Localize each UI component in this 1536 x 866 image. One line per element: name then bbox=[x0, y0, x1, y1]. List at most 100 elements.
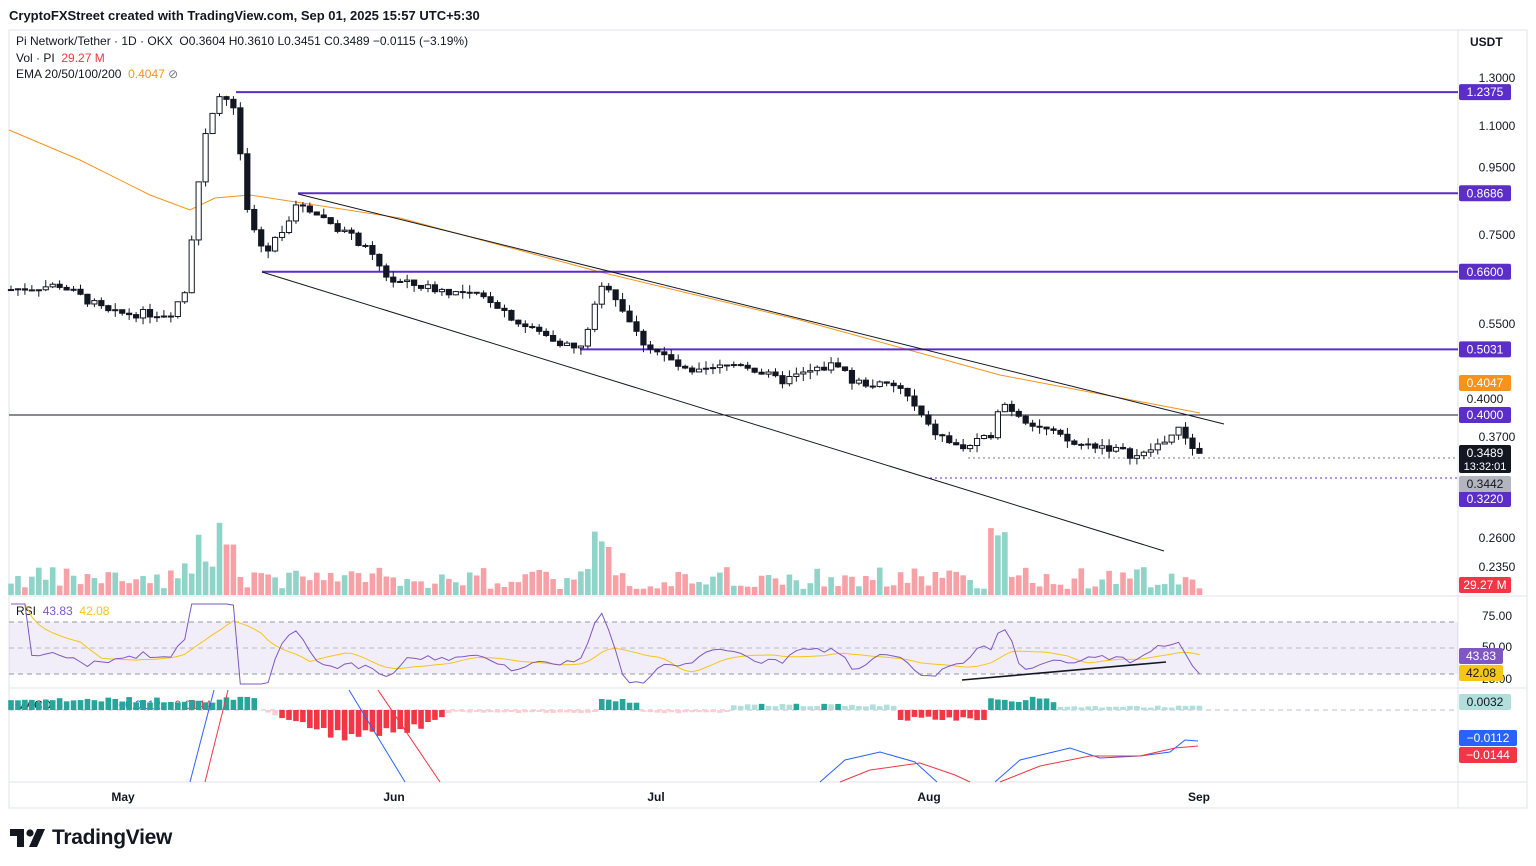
volume-bar bbox=[1106, 570, 1112, 595]
volume-bar bbox=[147, 583, 153, 595]
macd-tag-text: −0.0112 bbox=[1467, 731, 1510, 745]
macd-bar bbox=[418, 710, 424, 729]
macd-bar bbox=[515, 710, 522, 714]
candle-body bbox=[939, 434, 946, 437]
macd-bar bbox=[731, 705, 737, 710]
volume-bar bbox=[571, 579, 577, 595]
volume-bar bbox=[56, 585, 63, 595]
candle-body bbox=[146, 309, 154, 318]
candle-body bbox=[1140, 451, 1147, 457]
tradingview-logo[interactable]: TradingView bbox=[10, 826, 172, 850]
horizontal-levels[interactable]: 1.2375 0.8686 0.6600 0.5031 0.4000 0.3220 bbox=[236, 84, 1511, 507]
volume-bar bbox=[1050, 584, 1057, 595]
candle-body bbox=[980, 435, 988, 440]
macd-bar bbox=[355, 710, 362, 737]
volume-bar bbox=[63, 568, 70, 595]
macd-bar bbox=[195, 700, 202, 710]
volume-bar bbox=[585, 569, 591, 595]
volume-bar bbox=[411, 581, 417, 595]
volume-bar bbox=[612, 575, 619, 595]
ema-value: 0.4047 bbox=[128, 67, 165, 81]
macd-bar bbox=[1168, 707, 1175, 710]
volume-bar bbox=[286, 572, 292, 595]
level-tag-text-5: 0.3220 bbox=[1467, 492, 1504, 506]
macd-bar bbox=[598, 699, 605, 710]
volume-legend[interactable]: Vol · PI 29.27 M bbox=[16, 51, 105, 65]
candle-body bbox=[932, 423, 939, 436]
volume-bar bbox=[161, 588, 167, 595]
macd-bar bbox=[925, 710, 932, 717]
volume-bar bbox=[70, 575, 77, 595]
macd-bar bbox=[265, 710, 271, 713]
macd-bar bbox=[230, 699, 237, 710]
symbol-name: Pi Network/Tether · 1D · OKX bbox=[16, 34, 173, 48]
candle-body bbox=[174, 301, 181, 318]
ema-legend[interactable]: EMA 20/50/100/200 0.4047 ⊘ bbox=[16, 67, 178, 81]
macd-bar bbox=[751, 704, 758, 710]
macd-bar bbox=[320, 710, 327, 728]
candle-body bbox=[1064, 433, 1071, 442]
macd-bar bbox=[286, 710, 292, 720]
macd-bar bbox=[383, 710, 390, 729]
candle-body bbox=[612, 289, 619, 301]
candle-body bbox=[522, 323, 529, 328]
macd-bar bbox=[293, 710, 299, 722]
volume-bar bbox=[863, 575, 869, 595]
signal-line bbox=[204, 689, 1199, 783]
macd-bar bbox=[1036, 698, 1043, 710]
candle-body bbox=[487, 296, 494, 304]
time-tick-jul: Jul bbox=[647, 790, 664, 804]
channel-lower-trendline[interactable] bbox=[261, 271, 1165, 552]
candle-body bbox=[119, 309, 126, 314]
candle-body bbox=[577, 345, 584, 349]
candle-body bbox=[897, 385, 904, 389]
volume-bar bbox=[15, 576, 21, 595]
macd-bar bbox=[654, 710, 661, 713]
eye-off-icon[interactable]: ⊘ bbox=[168, 67, 179, 81]
macd-bar bbox=[703, 710, 709, 713]
price-tag-text-plain: 0.4000 bbox=[1467, 392, 1504, 406]
macd-bar bbox=[564, 710, 570, 713]
volume-bar bbox=[682, 574, 688, 595]
candle-body bbox=[1126, 448, 1134, 459]
rsi-divergence-line[interactable] bbox=[961, 661, 1167, 681]
macd-bar bbox=[70, 700, 77, 710]
candle-body bbox=[98, 300, 105, 307]
symbol-legend[interactable]: Pi Network/Tether · 1D · OKX O0.3604 H0.… bbox=[16, 34, 468, 48]
rsi-tick-0: 75.00 bbox=[1482, 609, 1512, 623]
volume-bar bbox=[1015, 575, 1022, 595]
macd-bar bbox=[863, 706, 869, 710]
candle-body bbox=[654, 348, 661, 353]
macd-bar bbox=[1092, 706, 1098, 710]
candle-body bbox=[744, 364, 751, 369]
candle-body bbox=[126, 312, 133, 316]
candle-body bbox=[202, 133, 209, 183]
volume-bar bbox=[758, 575, 765, 595]
volume-bar bbox=[918, 576, 925, 595]
candle-body bbox=[167, 315, 174, 318]
candle-body bbox=[195, 181, 202, 241]
volume-bar bbox=[202, 561, 209, 595]
candle-body bbox=[911, 395, 918, 407]
candle-body bbox=[237, 107, 244, 155]
candle-body bbox=[1161, 441, 1168, 445]
macd-bar bbox=[786, 704, 793, 710]
volume-bar bbox=[995, 535, 1001, 595]
channel-upper-trendline[interactable] bbox=[297, 193, 1225, 425]
candle-body bbox=[459, 291, 466, 294]
volume-bar bbox=[1189, 579, 1196, 595]
candle-body bbox=[1189, 437, 1196, 449]
macd-bar bbox=[15, 700, 21, 710]
volume-bar bbox=[1064, 588, 1071, 595]
candle-body bbox=[800, 371, 807, 375]
macd-bar bbox=[1002, 699, 1008, 710]
candle-body bbox=[334, 223, 341, 232]
candle-body bbox=[1106, 445, 1113, 452]
candle-body bbox=[133, 314, 140, 319]
candle-body bbox=[466, 291, 473, 294]
volume-bar bbox=[49, 567, 56, 595]
macd-bar bbox=[717, 710, 723, 713]
macd-bar bbox=[300, 710, 306, 723]
candle-body bbox=[501, 307, 508, 311]
